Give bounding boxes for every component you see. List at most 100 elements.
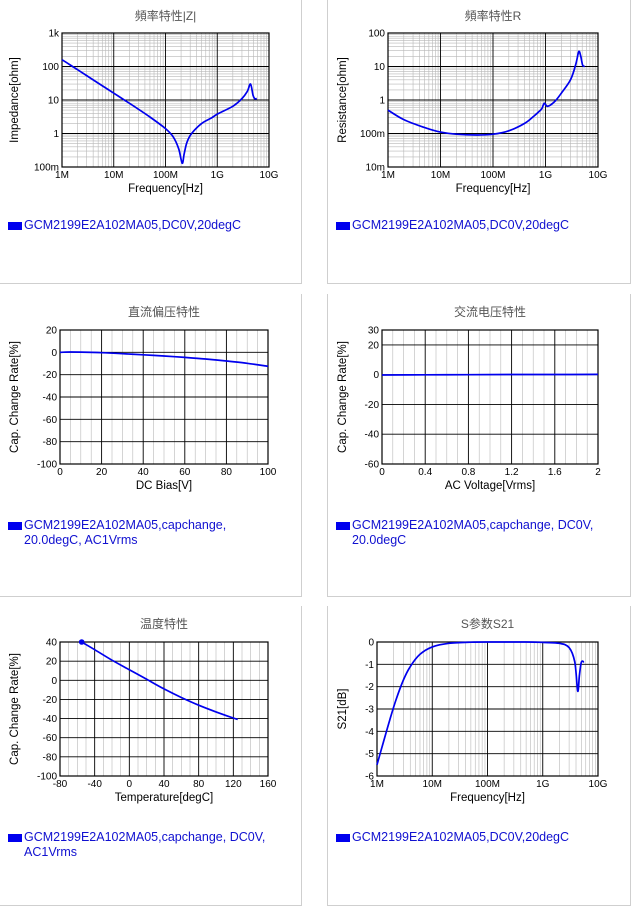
temperature-y-tick-label: -60 (43, 733, 58, 744)
impedance-x-tick-label: 10M (104, 170, 123, 181)
acvoltage-series-line (381, 373, 599, 376)
temperature-x-tick-label: 160 (260, 779, 277, 790)
dcbias-x-tick-label: 0 (57, 467, 63, 478)
dcbias-x-tick-label: 80 (221, 467, 233, 478)
resistance-y-tick-label: 1 (379, 96, 385, 107)
s21-y-axis-label: S21[dB] (337, 689, 349, 730)
acvoltage-y-tick-label: -40 (365, 430, 380, 441)
resistance-x-tick-label: 10M (431, 170, 450, 181)
temperature-start-marker (78, 639, 85, 645)
temperature-y-tick-label: 40 (46, 638, 58, 649)
s21-svg: S参数S21 1M 10M 100M 1G 10G 0 -1 -2 -3 -4 -5 -6 Frequen… (337, 616, 608, 804)
resistance-y-tick-label: 100m (360, 129, 385, 140)
impedance-x-tick-label: 100M (153, 170, 178, 181)
chart-card-s21: S参数S21 1M 10M 100M 1G 10G 0 -1 -2 -3 -4 -5 -6 Frequen… (327, 606, 631, 906)
impedance-y-axis-label: Impedance[ohm] (9, 57, 21, 143)
temperature-x-axis-label: Temperature[degC] (115, 792, 213, 804)
acvoltage-y-tick-label: -20 (365, 400, 380, 411)
dcbias-y-tick-label: 0 (51, 348, 57, 359)
impedance-y-tick-label: 100 (42, 62, 59, 73)
s21-y-tick-label: -6 (365, 772, 374, 783)
temperature-y-axis-label: Cap. Change Rate[%] (9, 653, 21, 765)
dcbias-y-tick-label: -100 (37, 460, 57, 471)
dcbias-y-tick-label: -80 (43, 437, 58, 448)
chart-card-impedance: 頻率特性|Z| 1M 10M 100M 1G 10G 100m 1 10 100 1k Frequen… (0, 0, 302, 284)
resistance-y-tick-label: 10m (366, 163, 385, 174)
dcbias-x-tick-label: 20 (96, 467, 108, 478)
resistance-legend: GCM2199E2A102MA05,DC0V,20degC (336, 218, 569, 233)
impedance-x-tick-label: 1G (211, 170, 225, 181)
temperature-x-tick-label: 0 (127, 779, 133, 790)
acvoltage-legend: GCM2199E2A102MA05,capchange, DC0V, 20.0d… (336, 518, 593, 548)
temperature-chart-title: 温度特性 (140, 616, 188, 631)
s21-x-axis-label: Frequency[Hz] (450, 792, 525, 804)
dcbias-x-axis-label: DC Bias[V] (136, 480, 192, 492)
s21-x-tick-label: 1M (370, 779, 384, 790)
resistance-y-axis-label: Resistance[ohm] (337, 57, 349, 143)
resistance-svg: 頻率特性R 1M 10M 100M 1G 10G 10m 100m 1 10 100 Frequenc… (337, 8, 608, 195)
temperature-legend-swatch (8, 834, 22, 842)
dcbias-legend: GCM2199E2A102MA05,capchange, 20.0degC, A… (8, 518, 226, 548)
impedance-y-tick-label: 10 (48, 96, 60, 107)
dcbias-svg: 直流偏压特性 0 20 40 60 80 100 20 0 -20 -40 -60 -80 -100 DC … (9, 304, 277, 492)
impedance-legend-swatch (8, 222, 22, 230)
resistance-x-tick-label: 1G (539, 170, 553, 181)
acvoltage-y-tick-label: 30 (368, 326, 380, 337)
resistance-x-axis-label: Frequency[Hz] (456, 183, 531, 195)
impedance-svg: 頻率特性|Z| 1M 10M 100M 1G 10G 100m 1 10 100 1k Frequen… (9, 8, 279, 195)
s21-legend-text: GCM2199E2A102MA05,DC0V,20degC (352, 830, 570, 844)
acvoltage-chart-title: 交流电压特性 (454, 304, 526, 319)
temperature-series-line (81, 641, 238, 721)
impedance-series-line (61, 58, 257, 165)
temperature-plot-frame (59, 641, 269, 777)
acvoltage-plot-frame (381, 329, 599, 465)
resistance-series-line (387, 50, 586, 136)
chart-card-acvoltage: 交流电压特性 0 0.4 0.8 1.2 1.6 2 30 20 0 -20 -40 -60 AC Vol… (327, 294, 631, 597)
temperature-x-tick-label: 80 (193, 779, 205, 790)
impedance-x-axis-label: Frequency[Hz] (128, 183, 203, 195)
dcbias-x-tick-label: 60 (179, 467, 191, 478)
temperature-minor-grid (68, 642, 260, 776)
temperature-y-tick-label: -40 (43, 714, 58, 725)
temperature-y-tick-label: -20 (43, 695, 58, 706)
resistance-legend-text: GCM2199E2A102MA05,DC0V,20degC (352, 218, 570, 232)
resistance-plot-frame (387, 32, 599, 168)
resistance-x-tick-label: 100M (480, 170, 505, 181)
temperature-legend-text: GCM2199E2A102MA05,capchange, DC0V, AC1Vr… (24, 830, 266, 859)
dcbias-x-tick-label: 100 (260, 467, 277, 478)
dcbias-chart-title: 直流偏压特性 (128, 304, 200, 319)
dcbias-y-axis-label: Cap. Change Rate[%] (9, 341, 21, 453)
temperature-x-tick-label: -40 (87, 779, 102, 790)
s21-x-tick-label: 10M (423, 779, 442, 790)
resistance-x-tick-label: 10G (589, 170, 608, 181)
s21-y-tick-label: 0 (368, 638, 374, 649)
chart-card-temperature: 温度特性 -80 -40 0 40 80 120 160 40 20 0 -20 -40 -60 -80 -1… (0, 606, 302, 906)
dcbias-series-line (59, 351, 269, 368)
impedance-y-tick-label: 1 (53, 129, 59, 140)
acvoltage-x-axis-label: AC Voltage[Vrms] (445, 480, 535, 492)
chart-card-resistance: 頻率特性R 1M 10M 100M 1G 10G 10m 100m 1 10 100 Frequenc… (327, 0, 631, 284)
resistance-chart-title: 頻率特性R (465, 8, 522, 23)
s21-legend: GCM2199E2A102MA05,DC0V,20degC (336, 830, 569, 845)
chart-card-dcbias: 直流偏压特性 0 20 40 60 80 100 20 0 -20 -40 -60 -80 -100 DC … (0, 294, 302, 597)
dcbias-x-tick-label: 40 (138, 467, 150, 478)
acvoltage-x-tick-label: 1.2 (505, 467, 519, 478)
dcbias-legend-text: GCM2199E2A102MA05,capchange, 20.0degC, A… (24, 518, 227, 547)
impedance-legend-text: GCM2199E2A102MA05,DC0V,20degC (24, 218, 242, 232)
dcbias-plot-frame (59, 329, 269, 465)
temperature-y-tick-label: 0 (51, 676, 57, 687)
impedance-y-tick-label: 100m (34, 163, 59, 174)
acvoltage-legend-swatch (336, 522, 350, 530)
s21-x-tick-label: 1G (536, 779, 550, 790)
acvoltage-y-tick-label: -60 (365, 460, 380, 471)
dcbias-y-tick-label: -20 (43, 370, 58, 381)
temperature-y-tick-label: -80 (43, 752, 58, 763)
acvoltage-y-axis-label: Cap. Change Rate[%] (337, 341, 349, 453)
s21-y-tick-label: -4 (365, 727, 374, 738)
impedance-chart-title: 頻率特性|Z| (135, 8, 197, 23)
acvoltage-legend-text: GCM2199E2A102MA05,capchange, DC0V, 20.0d… (352, 518, 594, 547)
temperature-x-tick-label: -80 (53, 779, 68, 790)
s21-x-tick-label: 100M (475, 779, 500, 790)
s21-chart-title: S参数S21 (461, 616, 515, 631)
dcbias-y-tick-label: -40 (43, 393, 58, 404)
